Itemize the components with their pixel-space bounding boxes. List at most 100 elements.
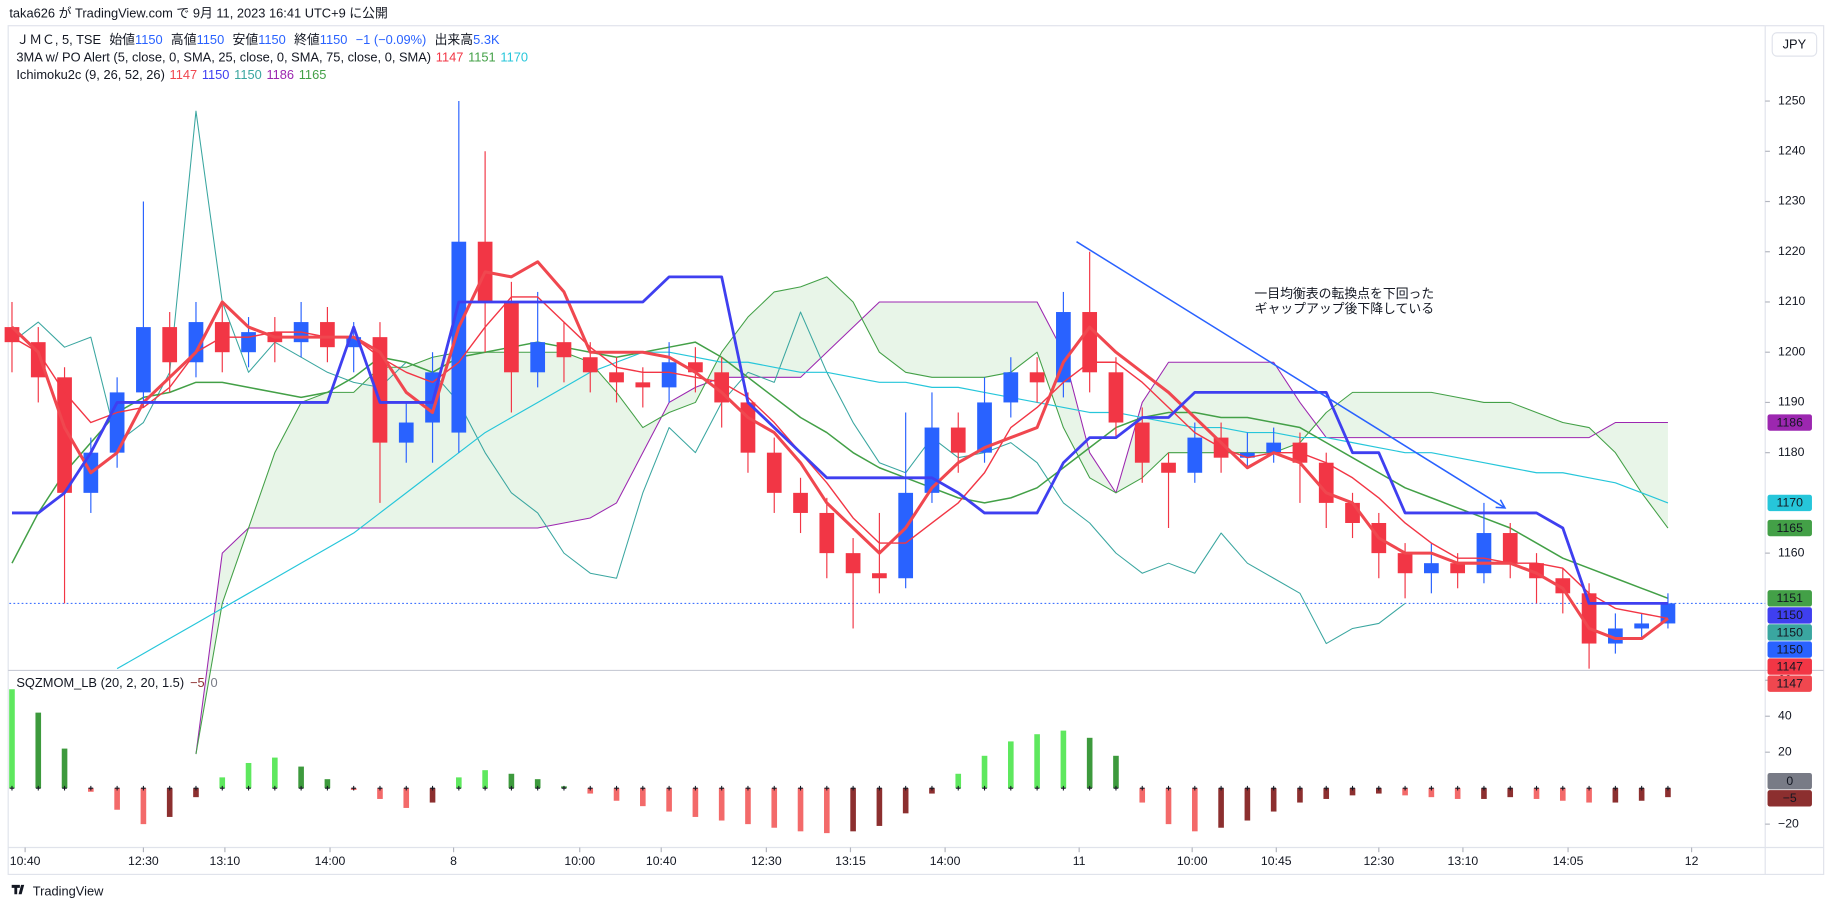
x-tick-label: 12:30 [1363, 854, 1394, 868]
x-tick-label: 13:10 [210, 854, 241, 868]
x-tick-label: 11 [1073, 854, 1086, 868]
brand-logo [11, 884, 25, 895]
candle-body [1029, 372, 1045, 383]
momentum-bar [1192, 788, 1198, 832]
candle-body [1240, 452, 1255, 458]
momentum-bar [114, 788, 120, 810]
annotation: ギャップアップ後下降している [1255, 301, 1434, 316]
price-label: 1186 [1777, 415, 1804, 429]
momentum-bar [1638, 788, 1645, 801]
squeeze-dot [1218, 785, 1224, 791]
ichimoku-cloud [195, 276, 1668, 755]
legend-ohlc-value: 1150 [258, 32, 286, 47]
momentum-bar [640, 788, 646, 807]
momentum-bar [666, 788, 672, 812]
candle-body [793, 492, 808, 513]
trend-arrow-head [1495, 499, 1507, 509]
squeeze-dot [640, 785, 646, 791]
squeeze-dot [509, 785, 514, 791]
momentum-bar [1586, 788, 1592, 803]
momentum-bar [193, 788, 199, 798]
legend-ohlc-label: 高値 [171, 32, 197, 47]
candle-body [346, 337, 362, 348]
squeeze-dot [403, 785, 409, 791]
squeeze-dot [929, 785, 935, 791]
candle-body [504, 301, 519, 373]
momentum-bar [1428, 788, 1435, 798]
momentum-bar [456, 777, 462, 789]
momentum-bar [1507, 788, 1514, 798]
currency-button-box[interactable] [1771, 32, 1818, 57]
candle-body [1108, 372, 1124, 423]
candle-body [1345, 502, 1360, 523]
squeeze-dot [1034, 785, 1040, 791]
candle-body [1397, 553, 1413, 574]
y-tick-label: 1250 [1778, 93, 1805, 107]
squeeze-dot [561, 785, 567, 791]
momentum-bar [692, 788, 699, 817]
price-label: −5 [1783, 791, 1797, 805]
momentum-bar [1533, 788, 1540, 799]
candle-body [188, 322, 204, 363]
candle-body [766, 452, 782, 493]
x-tick-label: 13:15 [835, 854, 866, 868]
momentum-bar [981, 755, 988, 789]
candle-body [688, 362, 703, 373]
x-tick-label: 10:40 [646, 854, 677, 868]
momentum-bar [797, 788, 804, 832]
momentum-bar [1113, 755, 1119, 789]
squeeze-dot [719, 785, 725, 791]
squeeze-dot [377, 785, 383, 791]
x-tick-label: 12:30 [128, 854, 159, 868]
indicator-value: 1186 [266, 67, 294, 82]
chart-frame [7, 25, 1825, 875]
squeeze-dot [693, 785, 698, 791]
squeeze-dot [666, 785, 672, 791]
momentum-bar [298, 766, 304, 789]
price-label: 1150 [1777, 625, 1804, 639]
squeeze-dot [903, 785, 909, 791]
x-tick-label: 14:00 [315, 854, 346, 868]
squeeze-dot [62, 785, 67, 791]
legend-change: −1 (−0.09%) [356, 32, 427, 47]
squeeze-dot [1166, 785, 1171, 791]
y-tick-label: 1200 [1778, 344, 1805, 358]
candle-body [451, 241, 467, 433]
x-tick-label: 10:00 [564, 854, 595, 868]
squeeze-dot [1402, 785, 1408, 791]
momentum-bar [1559, 788, 1566, 801]
candle-body [1502, 533, 1518, 564]
indicator-value: 1151 [468, 50, 496, 65]
candle-body [1476, 533, 1492, 574]
y-tick-label: 1210 [1778, 294, 1805, 308]
indicator-legend: 3MA w/ PO Alert (5, close, 0, SMA, 25, c… [16, 50, 528, 65]
legend-main: ＪＭＣ, 5, TSE 始値1150 高値1150 安値1150 終値1150 … [16, 32, 500, 47]
squeeze-dot [1323, 785, 1329, 791]
price-label: 1150 [1777, 642, 1804, 656]
squeeze-dot [1429, 785, 1434, 791]
currency-button[interactable]: JPY [1771, 32, 1818, 57]
price-label: 1147 [1777, 676, 1804, 690]
squeeze-dot [850, 785, 856, 791]
trend-line [1076, 241, 1506, 509]
brand-name: TradingView [33, 883, 104, 898]
squeeze-dot [587, 785, 593, 791]
candle-body [661, 362, 677, 388]
candle-body [1161, 462, 1176, 473]
squeeze-dot [1113, 785, 1119, 791]
squeeze-dot [325, 785, 330, 791]
x-tick-label: 10:40 [10, 854, 41, 868]
legend-symbol: ＪＭＣ, 5, TSE [16, 32, 101, 47]
momentum-bar [1060, 730, 1067, 789]
currency-label[interactable]: JPY [1783, 36, 1807, 51]
legend-volume: 5.3K [473, 32, 500, 47]
ichimoku-line [195, 301, 1668, 755]
candle-body [398, 422, 414, 443]
squeeze-dot [1350, 785, 1355, 791]
price-label-box [1767, 641, 1812, 658]
squeeze-dot [456, 785, 462, 791]
squeeze-dot [114, 785, 120, 791]
candle-body [556, 342, 572, 358]
